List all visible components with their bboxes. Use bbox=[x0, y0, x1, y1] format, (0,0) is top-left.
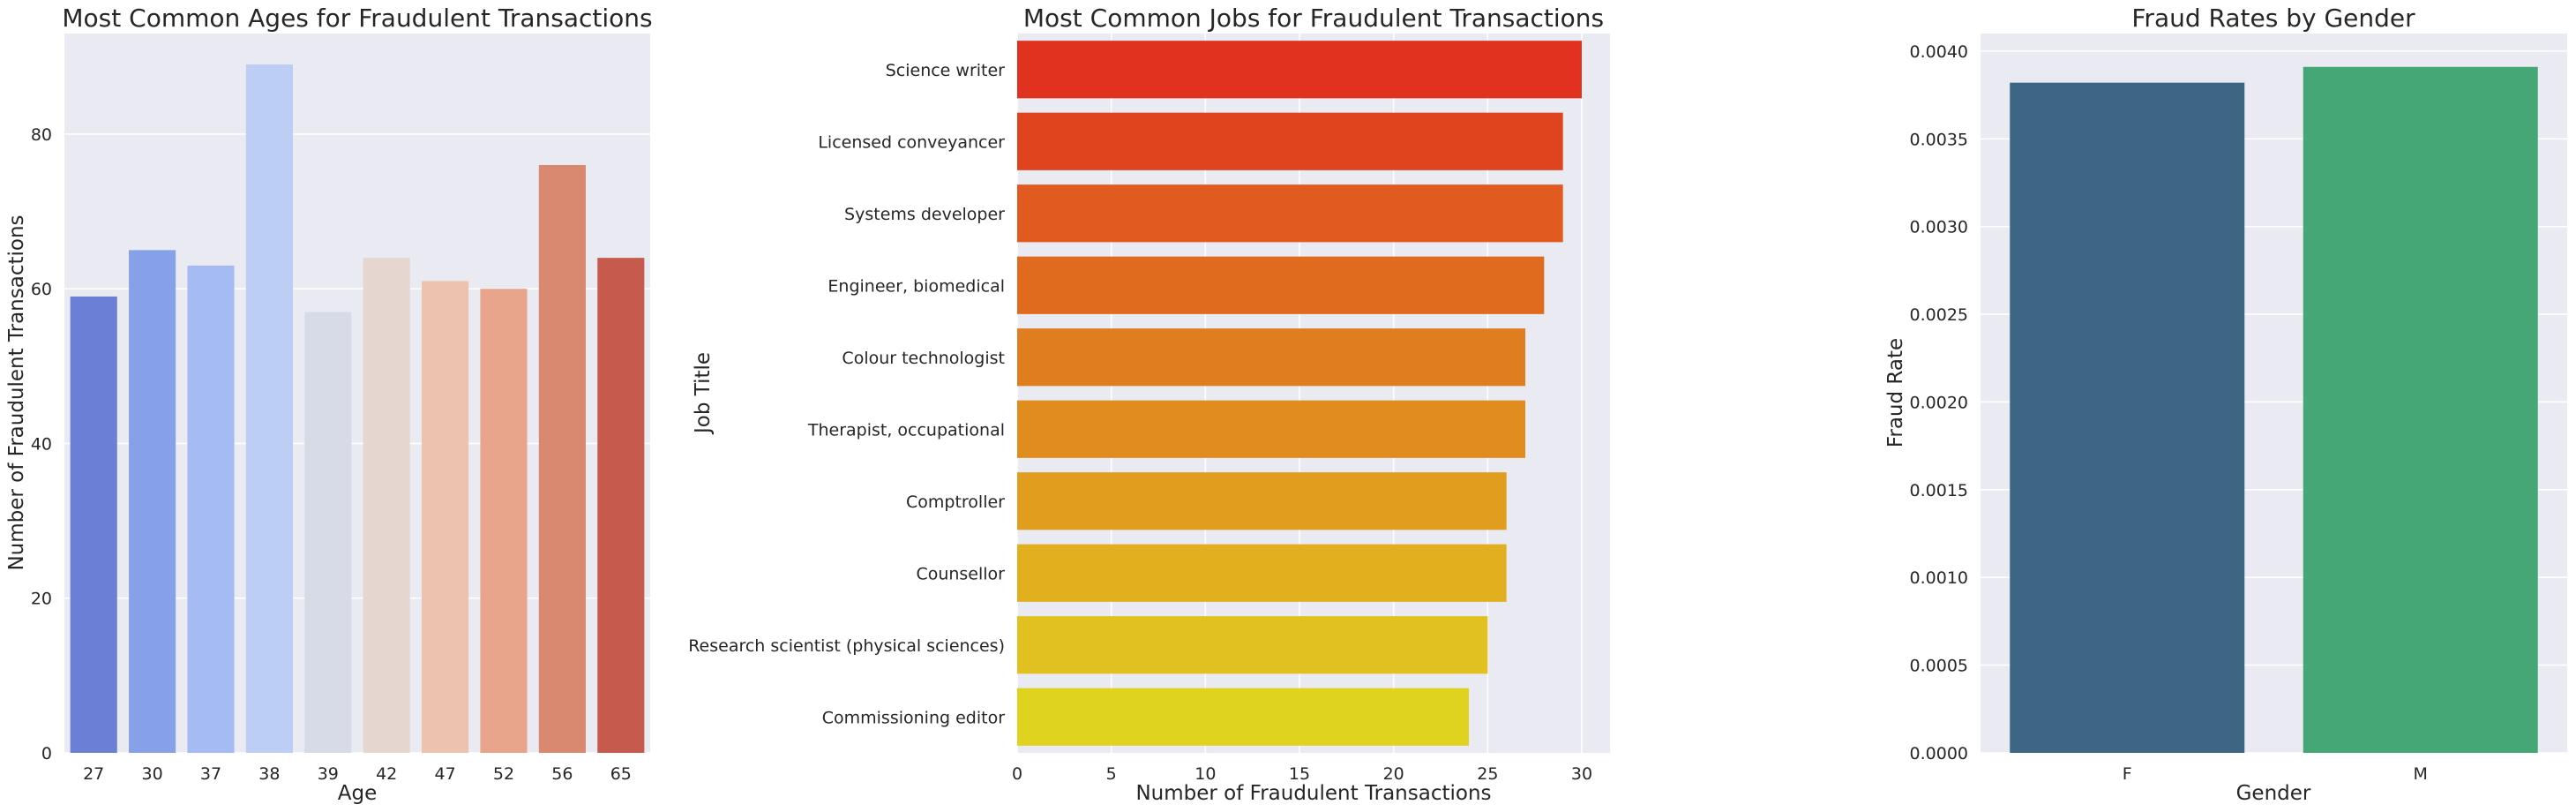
job-bar bbox=[1017, 472, 1507, 530]
job-x-tick-label: 5 bbox=[1106, 764, 1117, 784]
gender-y-tick-label: 0.0035 bbox=[1910, 130, 1968, 149]
age-x-tick-label: 38 bbox=[258, 764, 280, 784]
gender-bar-f bbox=[2010, 82, 2245, 753]
gender-chart-bars bbox=[2010, 66, 2538, 753]
age-y-tick-label: 20 bbox=[31, 590, 52, 609]
jobs-chart-y-axis-label: Job Title bbox=[692, 352, 715, 435]
job-bar bbox=[1017, 616, 1488, 674]
age-y-tick-label: 80 bbox=[31, 125, 52, 145]
job-bar bbox=[1017, 184, 1563, 243]
gender-y-tick-label: 0.0030 bbox=[1910, 218, 1968, 237]
gender-x-tick-label: M bbox=[2414, 764, 2428, 784]
age-chart-x-tick-labels: 27 30 37 38 39 42 47 52 56 65 bbox=[83, 764, 632, 784]
age-bar-56 bbox=[538, 164, 586, 753]
gender-y-tick-label: 0.0005 bbox=[1910, 657, 1968, 676]
gender-chart-title: Fraud Rates by Gender bbox=[2131, 4, 2415, 33]
job-x-tick-label: 25 bbox=[1477, 764, 1498, 784]
age-bar-65 bbox=[597, 258, 645, 753]
job-bar bbox=[1017, 41, 1582, 99]
age-x-tick-label: 30 bbox=[142, 764, 163, 784]
job-bar bbox=[1017, 112, 1563, 170]
age-bar-30 bbox=[129, 250, 176, 753]
jobs-chart-title: Most Common Jobs for Fraudulent Transact… bbox=[1023, 4, 1604, 33]
job-y-tick-label: Comptroller bbox=[906, 492, 1005, 512]
job-y-tick-label: Licensed conveyancer bbox=[818, 132, 1005, 152]
gender-chart-x-axis-label: Gender bbox=[2236, 782, 2311, 805]
age-x-tick-label: 39 bbox=[318, 764, 339, 784]
jobs-chart: Science writer Licensed conveyancer System… bbox=[688, 4, 1610, 805]
age-bar-47 bbox=[422, 281, 469, 753]
gender-y-tick-label: 0.0020 bbox=[1910, 393, 1968, 412]
age-x-tick-label: 37 bbox=[200, 764, 221, 784]
age-y-tick-label: 0 bbox=[41, 744, 52, 763]
job-bar bbox=[1017, 256, 1545, 314]
gender-chart: 0.0000 0.0005 0.0010 0.0015 0.0020 0.0025 0.00… bbox=[1884, 4, 2567, 805]
job-x-tick-label: 15 bbox=[1289, 764, 1310, 784]
jobs-chart-x-tick-labels: 0 5 10 15 20 25 30 bbox=[1012, 764, 1592, 784]
job-y-tick-label: Engineer, biomedical bbox=[827, 276, 1005, 296]
age-bar-52 bbox=[480, 289, 528, 753]
job-x-tick-label: 30 bbox=[1571, 764, 1592, 784]
age-bar-39 bbox=[304, 312, 352, 753]
gender-y-tick-label: 0.0040 bbox=[1910, 42, 1968, 62]
job-y-tick-label: Systems developer bbox=[844, 205, 1005, 224]
age-bar-27 bbox=[70, 296, 117, 753]
job-x-tick-label: 0 bbox=[1012, 764, 1022, 784]
job-bar bbox=[1017, 400, 1525, 458]
age-x-tick-label: 47 bbox=[435, 764, 456, 784]
age-y-tick-label: 60 bbox=[31, 280, 52, 299]
age-chart: 0 20 40 60 80 27 30 37 38 39 42 47 52 56 65 Most Comm… bbox=[5, 4, 653, 805]
age-chart-y-axis-label: Number of Fraudulent Transactions bbox=[5, 214, 28, 570]
age-bar-38 bbox=[245, 64, 293, 753]
jobs-chart-x-axis-label: Number of Fraudulent Transactions bbox=[1135, 782, 1491, 805]
job-y-tick-label: Science writer bbox=[886, 61, 1005, 80]
job-bar bbox=[1017, 328, 1525, 387]
job-bar bbox=[1017, 544, 1507, 602]
job-y-tick-label: Research scientist (physical sciences) bbox=[688, 636, 1005, 656]
age-y-tick-label: 40 bbox=[31, 434, 52, 454]
jobs-chart-y-tick-labels: Science writer Licensed conveyancer System… bbox=[688, 61, 1005, 728]
gender-y-tick-label: 0.0000 bbox=[1910, 744, 1968, 763]
job-x-tick-label: 10 bbox=[1194, 764, 1216, 784]
job-y-tick-label: Commissioning editor bbox=[822, 708, 1005, 727]
age-x-tick-label: 65 bbox=[610, 764, 632, 784]
job-y-tick-label: Counsellor bbox=[916, 564, 1005, 583]
job-bar bbox=[1017, 688, 1469, 746]
gender-y-tick-label: 0.0025 bbox=[1910, 305, 1968, 325]
gender-chart-y-axis-label: Fraud Rate bbox=[1884, 338, 1907, 447]
job-x-tick-label: 20 bbox=[1383, 764, 1404, 784]
age-x-tick-label: 27 bbox=[83, 764, 104, 784]
age-x-tick-label: 42 bbox=[376, 764, 397, 784]
age-chart-title: Most Common Ages for Fraudulent Transact… bbox=[62, 4, 652, 33]
jobs-chart-bars bbox=[1017, 41, 1582, 746]
gender-y-tick-label: 0.0015 bbox=[1910, 481, 1968, 500]
job-y-tick-label: Therapist, occupational bbox=[807, 420, 1005, 440]
age-chart-x-axis-label: Age bbox=[338, 782, 377, 805]
gender-x-tick-label: F bbox=[2123, 764, 2132, 784]
gender-chart-y-tick-labels: 0.0000 0.0005 0.0010 0.0015 0.0020 0.0025 0.00… bbox=[1910, 42, 1968, 763]
age-bar-37 bbox=[187, 265, 235, 754]
age-x-tick-label: 52 bbox=[493, 764, 514, 784]
age-chart-bars bbox=[70, 64, 645, 754]
age-bar-42 bbox=[363, 258, 410, 753]
gender-y-tick-label: 0.0010 bbox=[1910, 568, 1968, 588]
age-chart-y-tick-labels: 0 20 40 60 80 bbox=[31, 125, 52, 763]
age-x-tick-label: 56 bbox=[551, 764, 573, 784]
job-y-tick-label: Colour technologist bbox=[842, 349, 1005, 368]
gender-bar-m bbox=[2303, 66, 2538, 753]
